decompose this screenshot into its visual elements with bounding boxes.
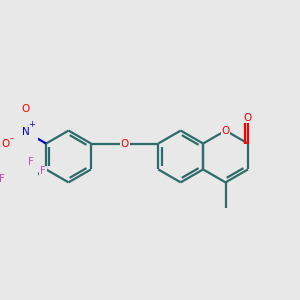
Text: F: F: [40, 167, 46, 176]
Text: O: O: [121, 139, 129, 148]
Text: O: O: [244, 112, 252, 123]
Text: O: O: [221, 126, 230, 136]
Text: -: -: [9, 133, 14, 143]
Text: F: F: [0, 173, 5, 184]
Text: O: O: [2, 139, 10, 148]
Text: O: O: [22, 103, 30, 114]
Text: +: +: [28, 120, 35, 129]
Text: N: N: [22, 127, 30, 137]
Text: F: F: [28, 157, 34, 167]
